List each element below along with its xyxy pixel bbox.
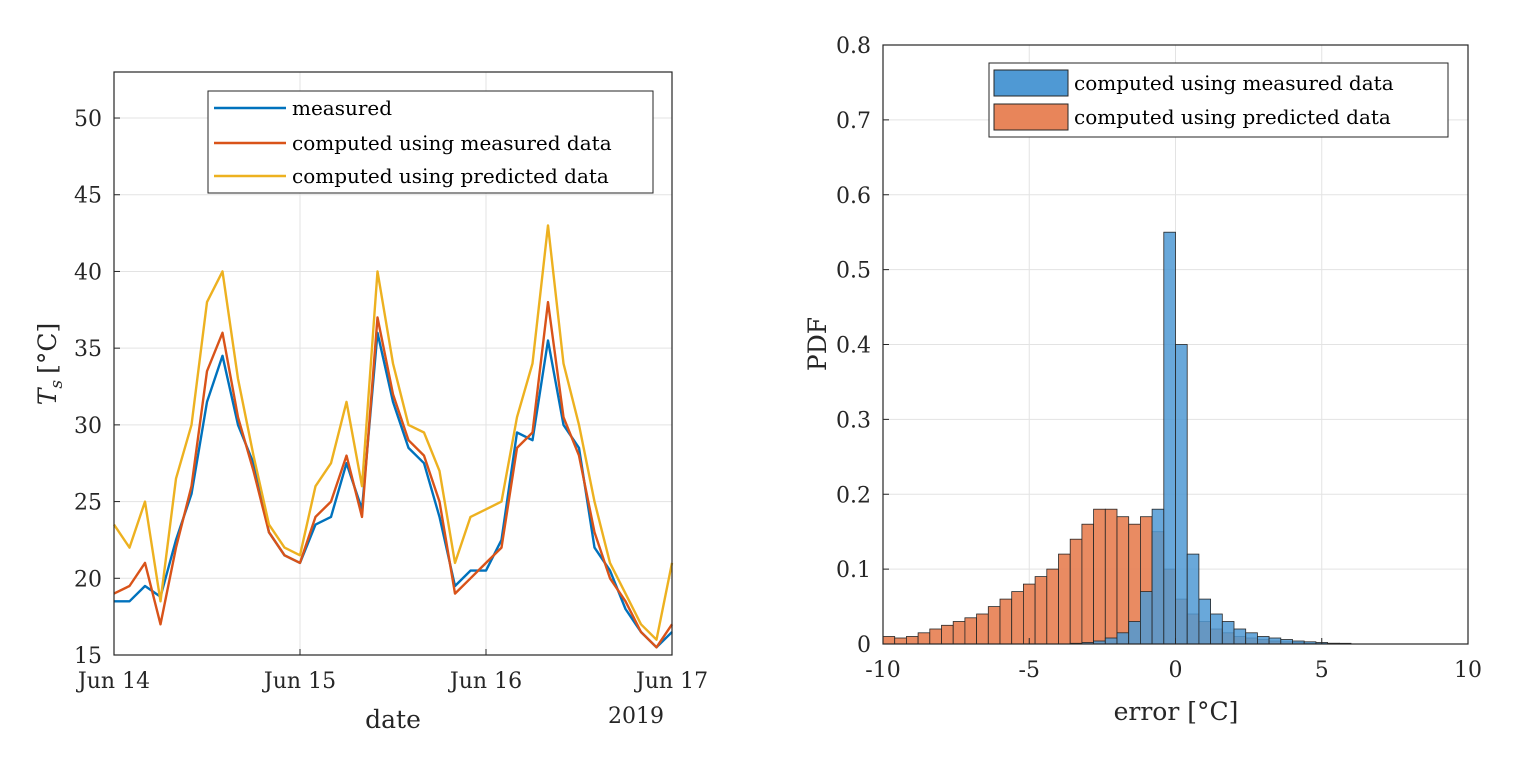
right-y-tick-label: 0.3 <box>836 408 871 433</box>
hist-bar-measured <box>1233 628 1247 645</box>
left-y-tick-label: 30 <box>74 414 102 439</box>
right-y-tick-label: 0.7 <box>836 109 871 134</box>
hist-bar-predicted <box>952 621 966 645</box>
hist-bar-measured <box>1151 508 1165 645</box>
hist-bar-predicted <box>906 636 919 645</box>
series-line-1 <box>113 300 673 649</box>
left-y-axis-label-main: T <box>33 386 62 405</box>
hist-bar-predicted <box>941 624 954 645</box>
left-y-axis-label-unit: [°C] <box>33 323 62 374</box>
left-x-tick-label: Jun 17 <box>634 669 708 694</box>
left-x-tick-label: Jun 14 <box>76 669 150 694</box>
hist-bar-predicted <box>1081 523 1095 645</box>
hist-bar-measured <box>1186 553 1200 645</box>
hist-bar-predicted <box>1034 576 1048 645</box>
hist-bar-predicted <box>1058 553 1071 645</box>
left-y-axis-label-sub: s <box>47 380 67 389</box>
hist-bar-predicted <box>976 613 989 645</box>
left-x-year-label: 2019 <box>608 704 664 729</box>
right-y-tick-label: 0.4 <box>836 334 871 359</box>
hist-bar-predicted <box>964 617 978 645</box>
hist-bar-predicted <box>882 636 896 645</box>
hist-bar-measured <box>1221 621 1235 645</box>
hist-bar-measured <box>1104 637 1118 645</box>
left-y-tick-label: 40 <box>74 260 102 285</box>
right-x-tick-label: 5 <box>1315 658 1329 683</box>
hist-bar-measured <box>1163 231 1176 645</box>
hist-bar-predicted <box>1011 591 1024 645</box>
hist-bar-measured <box>1257 636 1270 645</box>
hist-bar-predicted <box>1046 568 1059 645</box>
hist-bar-predicted <box>894 637 907 645</box>
right-y-tick-label: 0.8 <box>836 34 871 59</box>
hist-bar-measured <box>1198 598 1212 645</box>
legend-label-computed-predicted: computed using predicted data <box>292 164 609 188</box>
right-x-tick-label: -10 <box>865 658 900 683</box>
hist-bar-predicted <box>1116 516 1130 645</box>
hist-bar-measured <box>1268 637 1282 645</box>
right-x-axis-label-unit: [°C] <box>1187 697 1238 726</box>
left-y-tick-label: 45 <box>74 184 102 209</box>
hist-bar-predicted <box>1093 508 1106 645</box>
left-legend: measured computed using measured data co… <box>207 90 654 194</box>
left-x-tick-label: Jun 16 <box>448 669 522 694</box>
hist-bar-predicted <box>987 606 1001 645</box>
left-axes-box <box>113 71 673 656</box>
left-y-axis-label: Ts [°C] <box>33 323 67 406</box>
legend-label-measured: measured <box>292 96 392 120</box>
legend-swatch-computed-measured <box>993 69 1069 97</box>
left-series-lines <box>113 224 674 649</box>
hist-bar-measured <box>1116 632 1130 645</box>
series-line-2 <box>113 224 674 641</box>
right-x-axis-label: error [°C] <box>1114 697 1239 726</box>
left-x-axis-label: date <box>365 705 421 734</box>
hist-bar-measured <box>1140 591 1153 645</box>
hist-bar-measured <box>1280 639 1293 645</box>
left-y-tick-label: 35 <box>74 337 102 362</box>
hist-bar-predicted <box>1023 583 1036 645</box>
right-y-tick-label: 0 <box>857 633 871 658</box>
right-y-tick-label: 0.6 <box>836 184 871 209</box>
hist-bar-measured <box>1245 632 1258 645</box>
right-x-tick-label: 10 <box>1454 658 1482 683</box>
hist-bar-measured <box>1210 613 1223 645</box>
right-legend: computed using measured data computed us… <box>988 62 1449 138</box>
left-y-tick-label: 15 <box>74 644 102 669</box>
right-x-tick-label: 0 <box>1169 658 1183 683</box>
right-x-tick-label: -5 <box>1019 658 1040 683</box>
legend-swatch-computed-predicted <box>993 103 1069 131</box>
left-x-tick-label: Jun 15 <box>262 669 336 694</box>
legend-label-hist-computed-measured: computed using measured data <box>1074 71 1394 95</box>
right-x-axis-label-main: error <box>1114 697 1180 726</box>
error-histogram-chart: -10 -5 0 5 10 0 0.1 0.2 0.3 0.4 0.5 0.6 0.7 0.8 error… <box>803 34 1482 726</box>
hist-bar-measured <box>1128 621 1141 645</box>
right-y-axis-label: PDF <box>803 317 832 371</box>
hist-bar-predicted <box>917 632 931 645</box>
left-y-tick-label: 20 <box>74 567 102 592</box>
left-y-tick-label: 25 <box>74 491 102 516</box>
series-line-0 <box>114 331 673 649</box>
right-tick-labels: -10 -5 0 5 10 0 0.1 0.2 0.3 0.4 0.5 0.6 0.7 0.8 <box>836 34 1482 683</box>
hist-bar-predicted <box>999 598 1013 645</box>
hist-bar-predicted <box>929 628 942 645</box>
right-y-tick-label: 0.5 <box>836 259 871 284</box>
time-series-chart: Jun 14 Jun 15 Jun 16 Jun 17 15 20 25 30 35 40 45 50… <box>33 71 708 734</box>
legend-label-hist-computed-predicted: computed using predicted data <box>1074 105 1391 129</box>
left-y-tick-label: 50 <box>74 107 102 132</box>
legend-label-computed-measured: computed using measured data <box>292 131 612 155</box>
right-y-tick-label: 0.2 <box>836 483 871 508</box>
hist-bar-predicted <box>1104 508 1118 645</box>
hist-bar-measured <box>1175 344 1188 645</box>
hist-bar-predicted <box>1069 538 1083 645</box>
right-y-tick-label: 0.1 <box>836 558 871 583</box>
left-tick-labels: Jun 14 Jun 15 Jun 16 Jun 17 15 20 25 30 35 40 45 50 <box>74 107 708 694</box>
